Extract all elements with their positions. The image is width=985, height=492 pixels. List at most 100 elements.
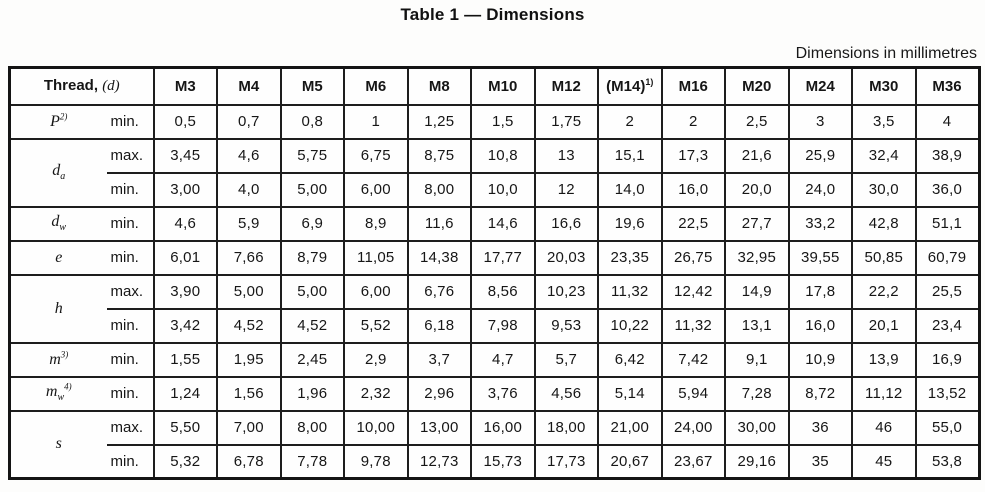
symbol-letter: s: [55, 435, 62, 453]
limit-label-s-min: min.: [106, 443, 155, 480]
value-cell-h-min-m36: 23,4: [914, 307, 981, 344]
value-cell-h-max-m36: 25,5: [914, 273, 981, 310]
table-row-e-min: e min. 6,01 7,66 8,79 11,05 14,38 17,77 20,03 23,…: [8, 239, 981, 276]
symbol-dw: dw: [8, 205, 107, 242]
value-cell-da-max-m6: 6,75: [343, 137, 409, 174]
value-cell-s-min-m24: 35: [787, 443, 854, 480]
col-header-m12: M12: [533, 66, 600, 106]
value-cell-h-max-m8: 6,76: [406, 273, 473, 310]
value-cell-s-max-m12: 18,00: [533, 409, 600, 446]
value-cell-m-min-m30: 13,9: [851, 341, 917, 378]
value-cell-h-max-m10: 8,56: [470, 273, 536, 310]
value-cell-dw-min-m3: 4,6: [152, 205, 219, 242]
size-label: M10: [488, 77, 518, 95]
value-cell-m-min-m24: 10,9: [787, 341, 854, 378]
value-cell-mw-min-m14: 5,14: [597, 375, 663, 412]
value-cell-m-min-m12: 5,7: [533, 341, 600, 378]
value-cell-s-max-m36: 55,0: [914, 409, 981, 446]
value-cell-dw-min-m8: 11,6: [406, 205, 473, 242]
table-row-m-min: m3) min. 1,55 1,95 2,45 2,9 3,7 4,7 5,7 6,42 7,42 9…: [8, 341, 981, 378]
value-cell-mw-min-m16: 5,94: [660, 375, 727, 412]
value-cell-h-min-m12: 9,53: [533, 307, 600, 344]
value-cell-dw-min-m30: 42,8: [851, 205, 917, 242]
value-cell-P-min-m12: 1,75: [533, 103, 600, 140]
value-cell-da-min-m4: 4,0: [216, 171, 282, 208]
value-cell-dw-min-m5: 6,9: [279, 205, 346, 242]
value-cell-dw-min-m20: 27,7: [724, 205, 790, 242]
units-note: Dimensions in millimetres: [795, 45, 977, 62]
col-header-m6: M6: [343, 66, 409, 106]
value-cell-P-min-m10: 1,5: [470, 103, 536, 140]
value-cell-m-min-m3: 1,55: [152, 341, 219, 378]
table-row-s-max: s max. 5,50 7,00 8,00 10,00 13,00 16,00 18,00 21,…: [8, 409, 981, 480]
value-cell-dw-min-m10: 14,6: [470, 205, 536, 242]
value-cell-e-min-m5: 8,79: [279, 239, 346, 276]
value-cell-da-min-m10: 10,0: [470, 171, 536, 208]
value-cell-h-min-m4: 4,52: [216, 307, 282, 344]
value-cell-da-min-m24: 24,0: [787, 171, 854, 208]
value-cell-mw-min-m30: 11,12: [851, 375, 917, 412]
symbol-h: h: [8, 273, 107, 344]
value-cell-mw-min-m20: 7,28: [724, 375, 790, 412]
value-cell-e-min-m30: 50,85: [851, 239, 917, 276]
value-cell-mw-min-m24: 8,72: [787, 375, 854, 412]
col-header-m14: (M14)1): [597, 66, 663, 106]
value-cell-da-max-m3: 3,45: [152, 137, 219, 174]
size-label: M6: [365, 77, 387, 95]
limit-label-da-max: max.: [106, 137, 155, 174]
value-cell-P-min-m5: 0,8: [279, 103, 346, 140]
size-label: M4: [238, 77, 260, 95]
col-header-m20: M20: [724, 66, 790, 106]
value-cell-m-min-m5: 2,45: [279, 341, 346, 378]
limit-label-dw-min: min.: [106, 205, 155, 242]
size-label: M3: [174, 77, 196, 95]
size-label: M5: [301, 77, 323, 95]
value-cell-e-min-m3: 6,01: [152, 239, 219, 276]
value-cell-h-max-m4: 5,00: [216, 273, 282, 310]
value-cell-s-max-m5: 8,00: [279, 409, 346, 446]
value-cell-dw-min-m36: 51,1: [914, 205, 981, 242]
value-cell-s-min-m6: 9,78: [343, 443, 409, 480]
value-cell-h-min-m8: 6,18: [406, 307, 473, 344]
thread-symbol: (d): [102, 78, 120, 95]
value-cell-h-max-m3: 3,90: [152, 273, 219, 310]
value-cell-P-min-m6: 1: [343, 103, 409, 140]
limit-label-e-min: min.: [106, 239, 155, 276]
col-header-m36: M36: [914, 66, 981, 106]
size-label: (M14): [606, 77, 646, 95]
value-cell-m-min-m20: 9,1: [724, 341, 790, 378]
value-cell-s-max-m14: 21,00: [597, 409, 663, 446]
value-cell-mw-min-m4: 1,56: [216, 375, 282, 412]
thread-label: Thread,: [43, 77, 99, 95]
size-label: M36: [932, 77, 962, 95]
value-cell-mw-min-m5: 1,96: [279, 375, 346, 412]
symbol-letter: m: [49, 350, 61, 368]
value-cell-da-max-m24: 25,9: [787, 137, 854, 174]
value-cell-dw-min-m24: 33,2: [787, 205, 854, 242]
dimensions-table: Thread, (d) M3 M4 M5 M6 M8 M10 M12 (M14)1) M16 M2…: [8, 66, 981, 480]
value-cell-s-min-m3: 5,32: [152, 443, 219, 480]
symbol-letter: d: [51, 213, 60, 231]
symbol-letter: m: [45, 383, 58, 401]
size-label: M16: [678, 77, 708, 95]
limit-label-da-min: min.: [106, 171, 155, 208]
value-cell-h-min-m16: 11,32: [660, 307, 727, 344]
value-cell-da-max-m30: 32,4: [851, 137, 917, 174]
value-cell-h-max-m24: 17,8: [787, 273, 854, 310]
value-cell-e-min-m6: 11,05: [343, 239, 409, 276]
value-cell-da-max-m10: 10,8: [470, 137, 536, 174]
table-row-h-min: min. 3,42 4,52 4,52 5,52 6,18 7,98 9,53 10,22 11,…: [10, 307, 981, 344]
value-cell-s-max-m10: 16,00: [470, 409, 536, 446]
limit-label-s-max: max.: [106, 409, 155, 446]
symbol-subscript: w: [57, 392, 65, 404]
value-cell-s-min-m36: 53,8: [914, 443, 981, 480]
limit-label-h-max: max.: [106, 273, 155, 310]
value-cell-h-min-m5: 4,52: [279, 307, 346, 344]
size-label: M24: [805, 77, 835, 95]
symbol-letter: d: [52, 162, 61, 180]
table-row-s-min: min. 5,32 6,78 7,78 9,78 12,73 15,73 17,73 20,67…: [10, 443, 981, 480]
value-cell-da-min-m12: 12: [533, 171, 600, 208]
value-cell-da-min-m5: 5,00: [279, 171, 346, 208]
value-cell-h-min-m30: 20,1: [851, 307, 917, 344]
